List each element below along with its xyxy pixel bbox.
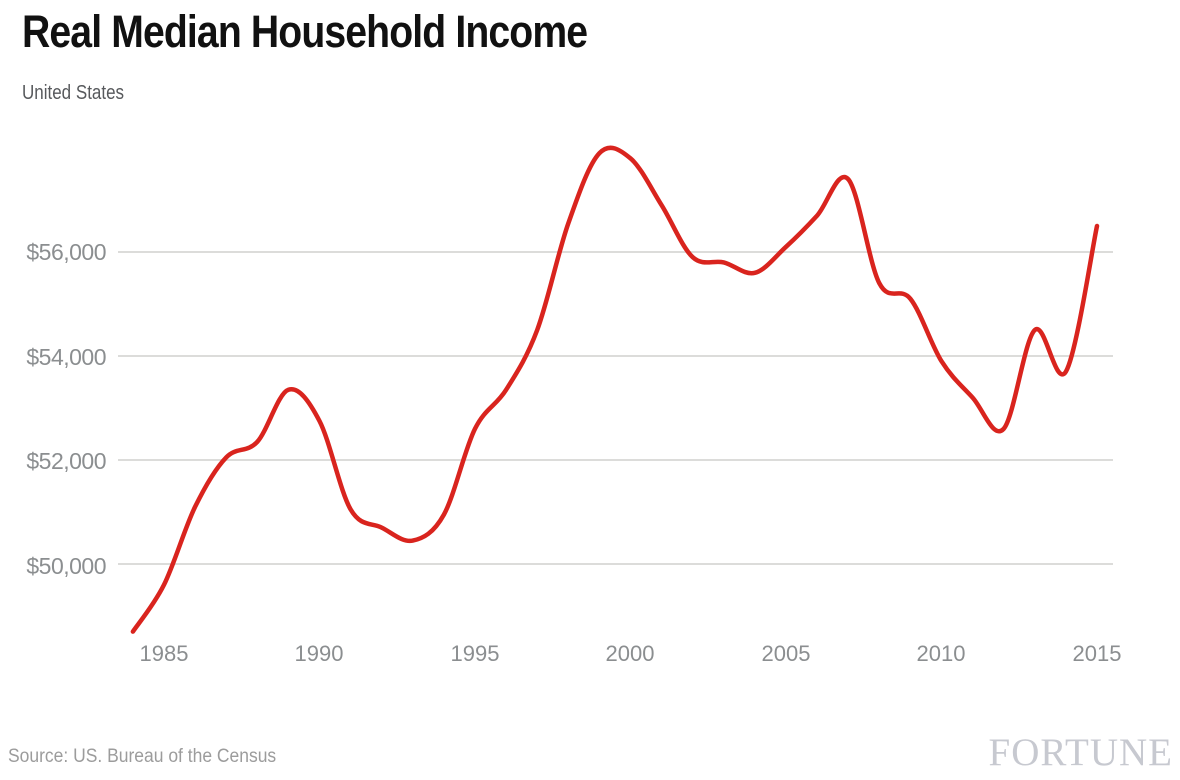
y-axis-tick-label: $50,000 [26, 553, 106, 579]
chart-subtitle: United States [22, 82, 125, 104]
x-axis-tick-label: 2005 [761, 641, 811, 666]
y-axis-tick-label: $54,000 [26, 344, 106, 370]
x-axis-tick-label: 2015 [1072, 641, 1122, 666]
x-axis-tick-label: 2000 [605, 641, 655, 666]
income-line [130, 145, 1100, 634]
y-axis-tick-label: $56,000 [26, 239, 106, 265]
x-axis-tick-label: 1995 [450, 641, 500, 666]
fortune-logo: FORTUNE [988, 731, 1173, 774]
x-axis-tick-label: 1990 [294, 641, 344, 666]
x-axis-tick-label: 2010 [916, 641, 966, 666]
y-axis-tick-label: $52,000 [26, 448, 106, 474]
chart-title: Real Median Household Income [22, 6, 588, 57]
x-axis-tick-label: 1985 [139, 641, 189, 666]
source-note: Source: US. Bureau of the Census [8, 746, 277, 767]
